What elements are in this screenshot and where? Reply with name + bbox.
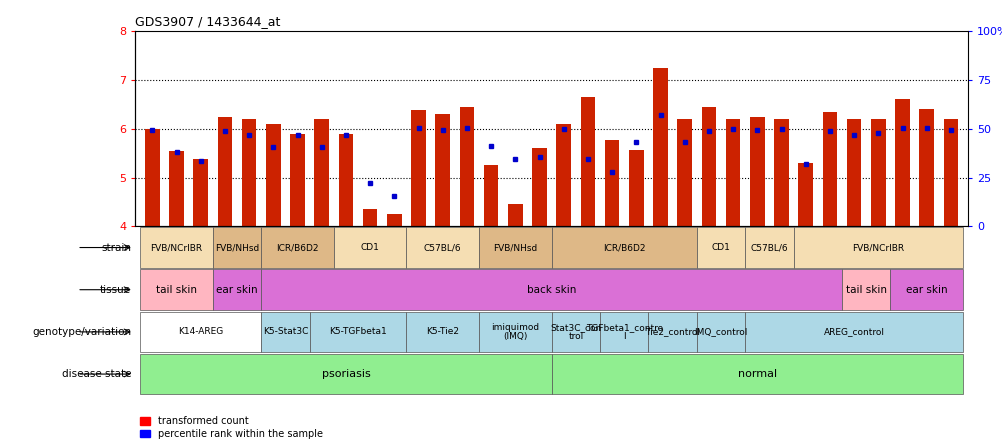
Bar bbox=[145, 129, 159, 226]
Text: AREG_control: AREG_control bbox=[823, 327, 884, 337]
Bar bbox=[580, 97, 594, 226]
Bar bbox=[725, 119, 739, 226]
Text: GDS3907 / 1433644_at: GDS3907 / 1433644_at bbox=[135, 16, 281, 28]
Bar bbox=[508, 204, 522, 226]
Text: FVB/NCrIBR: FVB/NCrIBR bbox=[150, 243, 202, 252]
Bar bbox=[696, 227, 744, 268]
Text: tail skin: tail skin bbox=[156, 285, 196, 295]
Text: ear skin: ear skin bbox=[216, 285, 258, 295]
Bar bbox=[339, 134, 353, 226]
Bar bbox=[798, 163, 813, 226]
Bar bbox=[140, 270, 212, 310]
Bar bbox=[846, 119, 861, 226]
Bar bbox=[648, 312, 696, 352]
Bar bbox=[943, 119, 957, 226]
Bar bbox=[241, 119, 257, 226]
Bar bbox=[406, 312, 479, 352]
Text: ear skin: ear skin bbox=[905, 285, 947, 295]
Text: ICR/B6D2: ICR/B6D2 bbox=[602, 243, 645, 252]
Bar bbox=[261, 227, 334, 268]
Bar bbox=[895, 99, 909, 226]
Text: K5-Tie2: K5-Tie2 bbox=[426, 327, 459, 337]
Text: FVB/NHsd: FVB/NHsd bbox=[493, 243, 537, 252]
Text: IMQ_control: IMQ_control bbox=[693, 327, 747, 337]
Text: Stat3C_con
trol: Stat3C_con trol bbox=[550, 323, 601, 341]
Bar bbox=[483, 166, 498, 226]
Text: C57BL/6: C57BL/6 bbox=[424, 243, 461, 252]
Bar bbox=[479, 227, 551, 268]
Bar bbox=[266, 124, 281, 226]
Bar bbox=[261, 270, 842, 310]
Bar bbox=[890, 270, 962, 310]
Bar bbox=[363, 210, 377, 226]
Bar bbox=[701, 107, 715, 226]
Bar bbox=[532, 148, 546, 226]
Text: K5-Stat3C: K5-Stat3C bbox=[263, 327, 308, 337]
Bar bbox=[406, 227, 479, 268]
Bar bbox=[842, 270, 890, 310]
Bar bbox=[652, 68, 667, 226]
Bar bbox=[774, 119, 788, 226]
Bar bbox=[261, 312, 310, 352]
Text: imiquimod
(IMQ): imiquimod (IMQ) bbox=[491, 323, 539, 341]
Bar bbox=[212, 270, 261, 310]
Bar bbox=[749, 117, 764, 226]
Bar bbox=[870, 119, 885, 226]
Text: ICR/B6D2: ICR/B6D2 bbox=[276, 243, 319, 252]
Text: C57BL/6: C57BL/6 bbox=[749, 243, 788, 252]
Bar bbox=[193, 159, 207, 226]
Bar bbox=[551, 354, 962, 394]
Text: normal: normal bbox=[737, 369, 777, 379]
Text: K5-TGFbeta1: K5-TGFbeta1 bbox=[329, 327, 387, 337]
Bar bbox=[599, 312, 648, 352]
Text: CD1: CD1 bbox=[361, 243, 379, 252]
Bar bbox=[387, 214, 401, 226]
Text: Tie2_control: Tie2_control bbox=[644, 327, 699, 337]
Bar bbox=[212, 227, 261, 268]
Bar bbox=[290, 134, 305, 226]
Bar bbox=[676, 119, 691, 226]
Text: strain: strain bbox=[101, 242, 131, 253]
Bar bbox=[435, 114, 450, 226]
Bar bbox=[604, 139, 619, 226]
Text: genotype/variation: genotype/variation bbox=[32, 327, 131, 337]
Text: tail skin: tail skin bbox=[845, 285, 886, 295]
Bar bbox=[793, 227, 962, 268]
Text: FVB/NCrIBR: FVB/NCrIBR bbox=[852, 243, 904, 252]
Bar bbox=[744, 227, 793, 268]
Bar bbox=[334, 227, 406, 268]
Bar bbox=[140, 354, 551, 394]
Legend: transformed count, percentile rank within the sample: transformed count, percentile rank withi… bbox=[140, 416, 323, 439]
Bar bbox=[919, 109, 933, 226]
Text: FVB/NHsd: FVB/NHsd bbox=[214, 243, 259, 252]
Text: back skin: back skin bbox=[526, 285, 576, 295]
Bar bbox=[628, 150, 643, 226]
Bar bbox=[459, 107, 474, 226]
Bar bbox=[556, 124, 570, 226]
Bar bbox=[169, 151, 183, 226]
Text: K14-AREG: K14-AREG bbox=[178, 327, 223, 337]
Text: tissue: tissue bbox=[100, 285, 131, 295]
Bar bbox=[140, 227, 212, 268]
Bar bbox=[140, 312, 261, 352]
Bar bbox=[315, 119, 329, 226]
Bar bbox=[744, 312, 962, 352]
Bar bbox=[217, 117, 232, 226]
Bar bbox=[822, 112, 837, 226]
Bar bbox=[479, 312, 551, 352]
Bar bbox=[551, 312, 599, 352]
Bar bbox=[411, 110, 426, 226]
Text: psoriasis: psoriasis bbox=[322, 369, 370, 379]
Bar bbox=[310, 312, 406, 352]
Text: TGFbeta1_contro
l: TGFbeta1_contro l bbox=[585, 323, 662, 341]
Text: CD1: CD1 bbox=[710, 243, 729, 252]
Text: disease state: disease state bbox=[62, 369, 131, 379]
Bar bbox=[551, 227, 696, 268]
Bar bbox=[696, 312, 744, 352]
